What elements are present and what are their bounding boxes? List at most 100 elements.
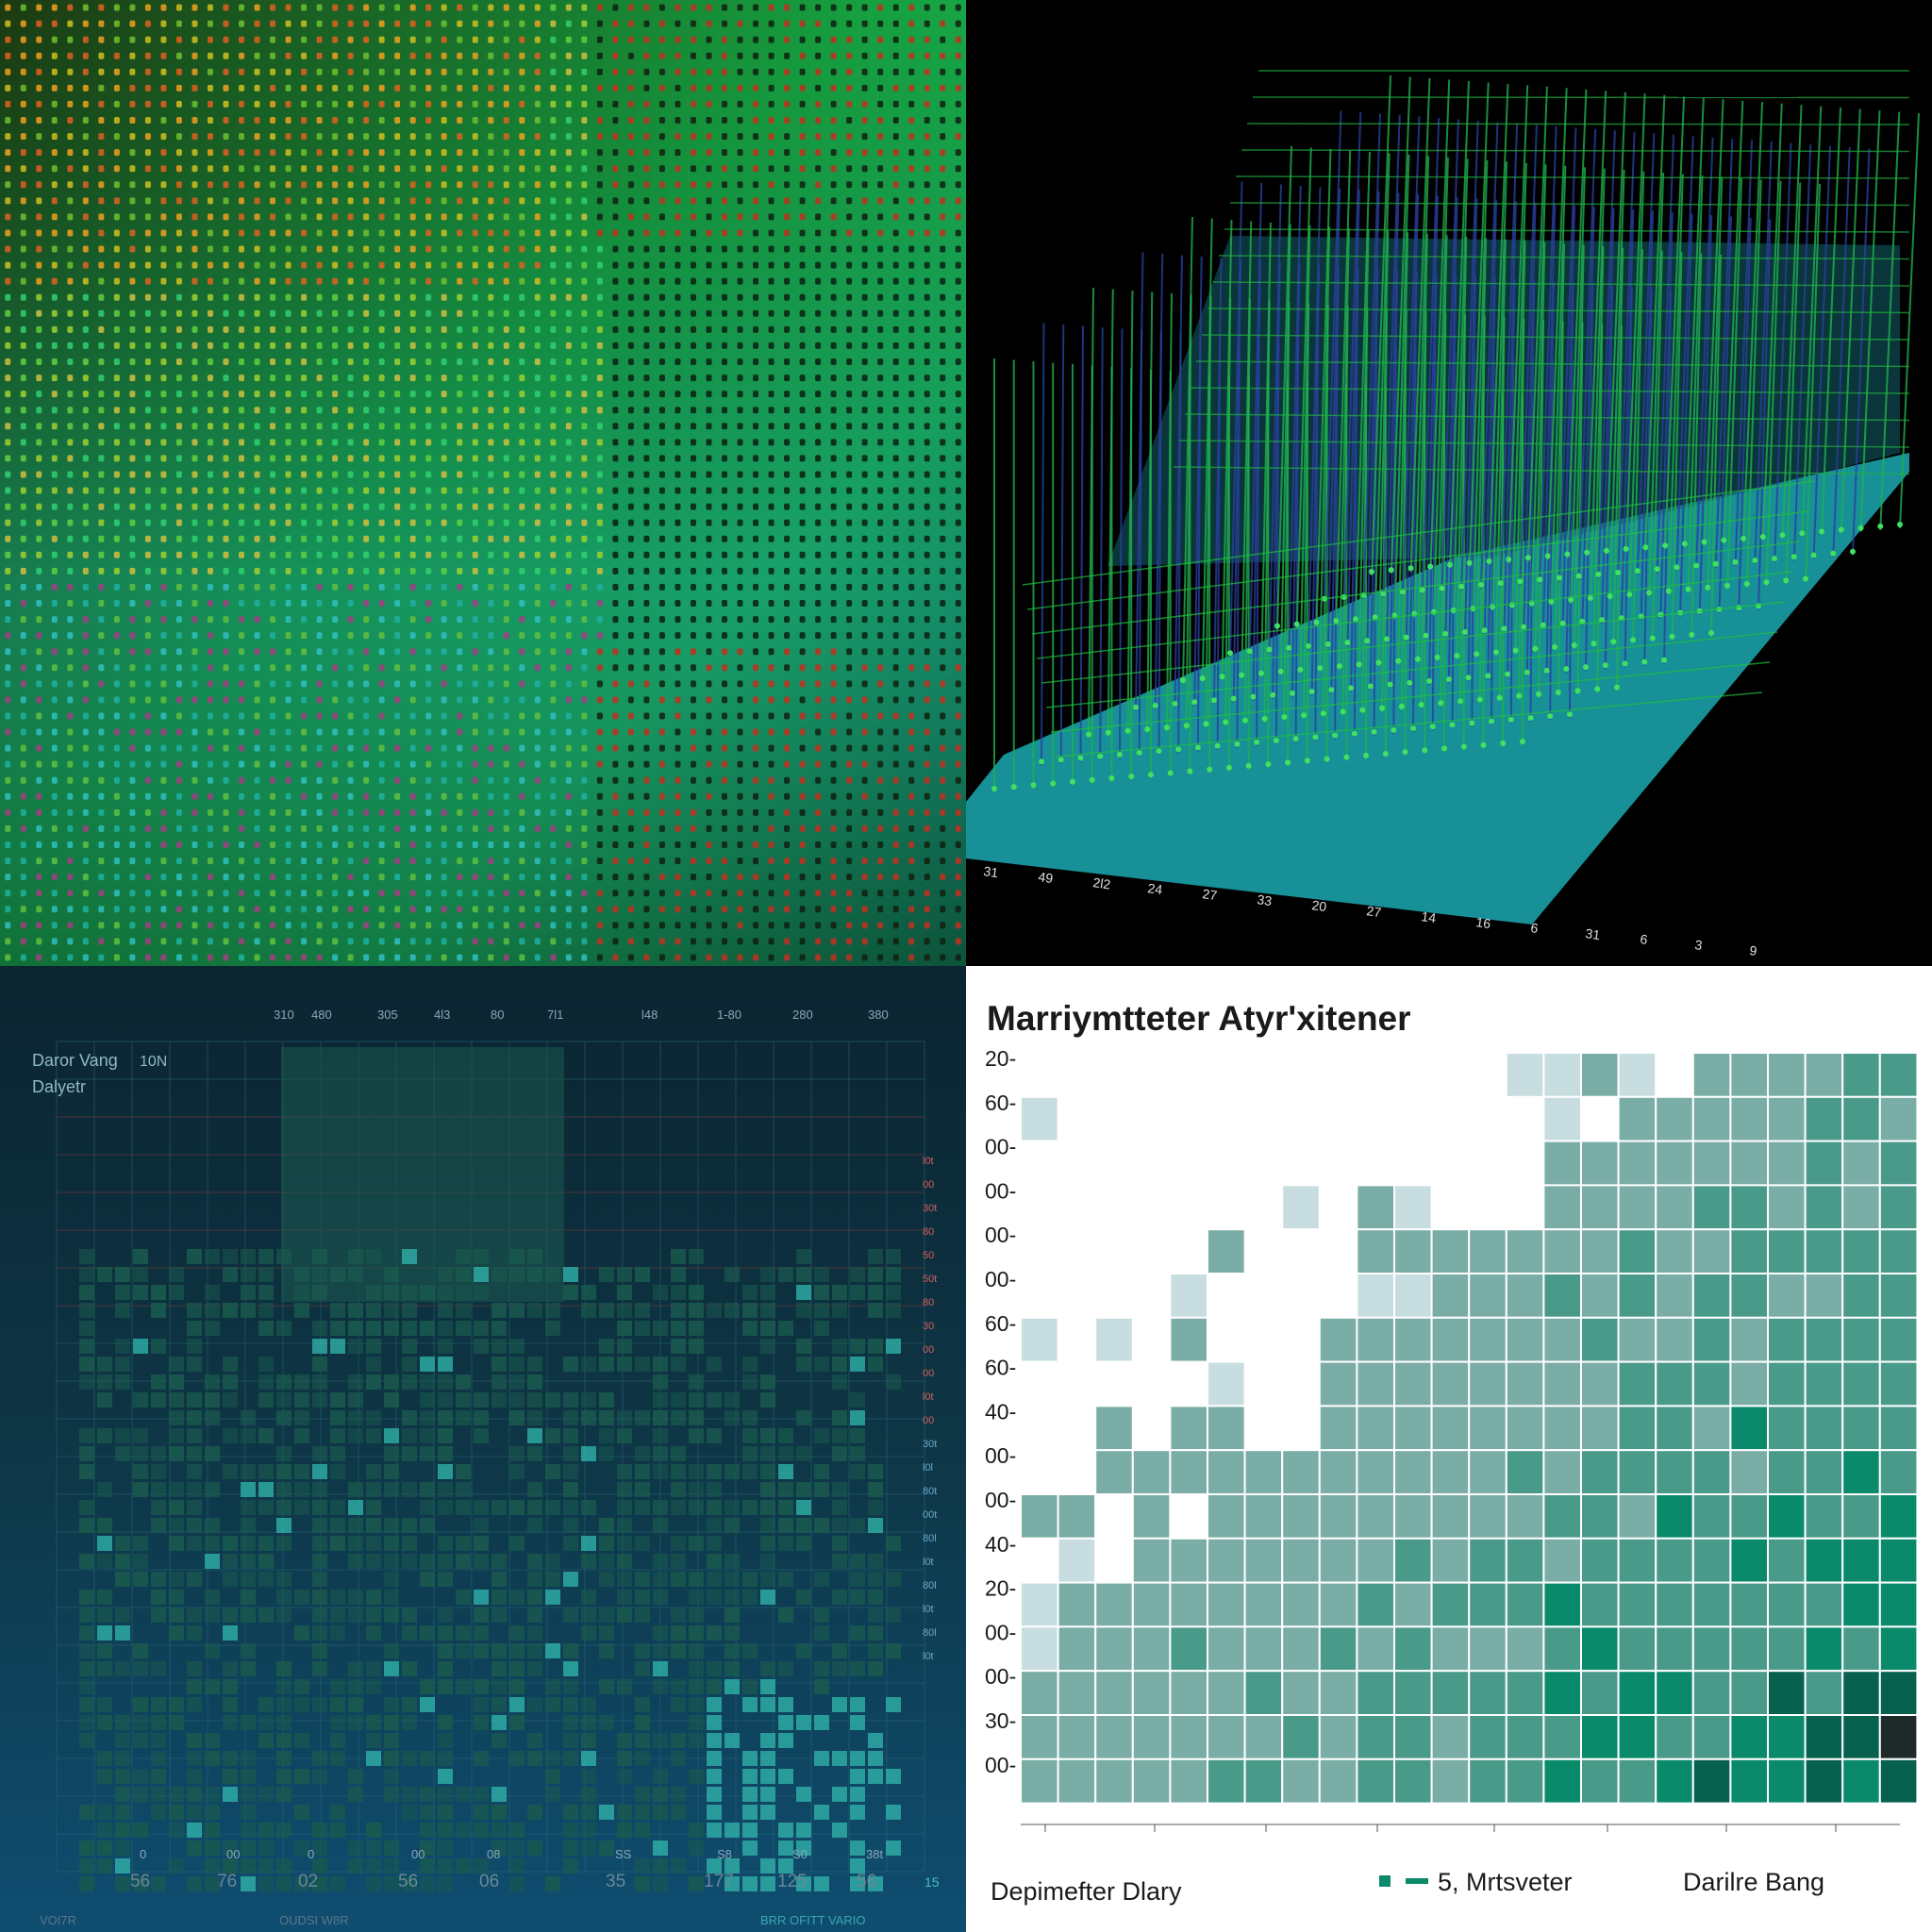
dot-matrix-point	[472, 808, 478, 816]
teal-grid-cell	[294, 1374, 309, 1390]
dot-matrix-point	[175, 149, 182, 157]
dot-matrix-point	[861, 792, 868, 800]
dot-matrix-point	[5, 808, 11, 816]
dot-matrix-point	[36, 181, 42, 189]
dot-matrix-point	[737, 600, 743, 607]
dot-matrix-point	[67, 471, 74, 478]
teal-grid-cell	[115, 1715, 130, 1730]
dot-matrix-point	[612, 664, 619, 672]
dot-matrix-point	[753, 245, 759, 253]
dot-matrix-point	[98, 358, 105, 365]
dot-matrix-point	[861, 181, 868, 189]
dot-matrix-point	[503, 455, 509, 462]
dot-matrix-point	[799, 922, 806, 929]
dot-matrix-point	[98, 84, 105, 92]
teal-grid-cell	[563, 1805, 578, 1820]
bar-grid-bar	[1448, 80, 1470, 569]
dot-matrix-point	[425, 213, 432, 221]
dot-matrix-point	[877, 551, 884, 558]
teal-grid-cell	[402, 1321, 417, 1336]
bar-grid-point	[1477, 581, 1484, 588]
dot-matrix-point	[924, 36, 930, 43]
dot-matrix-point	[565, 149, 572, 157]
dot-matrix-point	[285, 776, 291, 784]
dot-matrix-point	[675, 808, 681, 816]
dot-matrix-point	[160, 213, 167, 221]
dot-matrix-point	[877, 213, 884, 221]
dot-matrix-point	[409, 954, 416, 961]
teal-grid-cell	[491, 1554, 507, 1569]
dot-matrix-point	[113, 664, 120, 672]
dot-matrix-point	[301, 808, 308, 816]
dot-matrix-point	[160, 261, 167, 269]
dot-matrix-point	[67, 648, 74, 656]
dot-matrix-point	[722, 407, 727, 414]
dot-matrix-point	[457, 36, 463, 43]
dot-matrix-point	[332, 261, 339, 269]
teal-grid-cell	[438, 1876, 453, 1891]
dot-matrix-point	[67, 341, 74, 349]
teal-grid-cell	[241, 1607, 256, 1623]
teal-grid-cell	[312, 1643, 327, 1658]
teal-grid-cell	[438, 1321, 453, 1336]
dot-matrix-point	[425, 874, 432, 881]
dot-matrix-point	[425, 503, 432, 510]
dot-matrix-point	[753, 808, 759, 816]
dot-matrix-point	[722, 487, 727, 494]
dot-matrix-point	[675, 551, 681, 558]
dot-matrix-point	[861, 149, 868, 157]
dot-matrix-point	[316, 583, 323, 591]
dot-matrix-point	[67, 197, 74, 205]
dot-matrix-point	[192, 84, 198, 92]
dot-matrix-point	[675, 535, 681, 542]
dot-matrix-point	[737, 728, 743, 736]
dot-matrix-point	[861, 890, 868, 897]
dot-matrix-point	[223, 293, 229, 301]
dot-matrix-point	[301, 551, 308, 558]
dot-matrix-point	[830, 423, 837, 430]
dot-matrix-point	[565, 503, 572, 510]
dot-matrix-point	[706, 841, 712, 848]
dot-matrix-point	[441, 648, 447, 656]
dot-matrix-point	[892, 792, 899, 800]
dot-matrix-point	[861, 261, 868, 269]
dot-matrix-point	[643, 824, 650, 832]
bar-grid-point	[1497, 580, 1504, 587]
dot-matrix-point	[955, 535, 961, 542]
teal-grid-cell	[545, 1697, 560, 1712]
teal-grid-cell	[258, 1554, 274, 1569]
teal-grid-cell	[384, 1374, 399, 1390]
dot-matrix-point	[316, 760, 323, 768]
teal-grid-cell	[581, 1500, 596, 1515]
dot-matrix-point	[768, 293, 774, 301]
teal-grid-cell	[187, 1769, 202, 1784]
dot-matrix-point	[924, 181, 930, 189]
dot-matrix-point	[51, 181, 58, 189]
teal-grid-cell	[294, 1733, 309, 1748]
dot-matrix-point	[581, 165, 588, 173]
dot-matrix-point	[378, 487, 385, 494]
dot-matrix-point	[20, 487, 26, 494]
dot-matrix-point	[378, 664, 385, 672]
bar-grid-point	[1410, 725, 1417, 732]
dot-matrix-point	[753, 100, 759, 108]
dot-matrix-point	[768, 519, 774, 526]
bar-grid-point	[1438, 700, 1444, 707]
bar-grid-bar	[1429, 79, 1451, 571]
dot-matrix-point	[425, 583, 432, 591]
dot-matrix-point	[98, 455, 105, 462]
dot-matrix-point	[113, 358, 120, 365]
teal-grid-cell	[384, 1858, 399, 1874]
dot-matrix-point	[924, 874, 930, 881]
dot-matrix-point	[955, 229, 961, 237]
dot-matrix-point	[51, 197, 58, 205]
dot-matrix-point	[472, 407, 478, 414]
dot-matrix-point	[160, 84, 167, 92]
teal-grid-cell	[348, 1518, 363, 1533]
teal-grid-cell	[312, 1876, 327, 1891]
dot-matrix-point	[36, 309, 42, 317]
dot-matrix-point	[737, 906, 743, 913]
dot-matrix-point	[643, 165, 650, 173]
dot-matrix-point	[378, 874, 385, 881]
teal-grid-cell	[456, 1267, 471, 1282]
